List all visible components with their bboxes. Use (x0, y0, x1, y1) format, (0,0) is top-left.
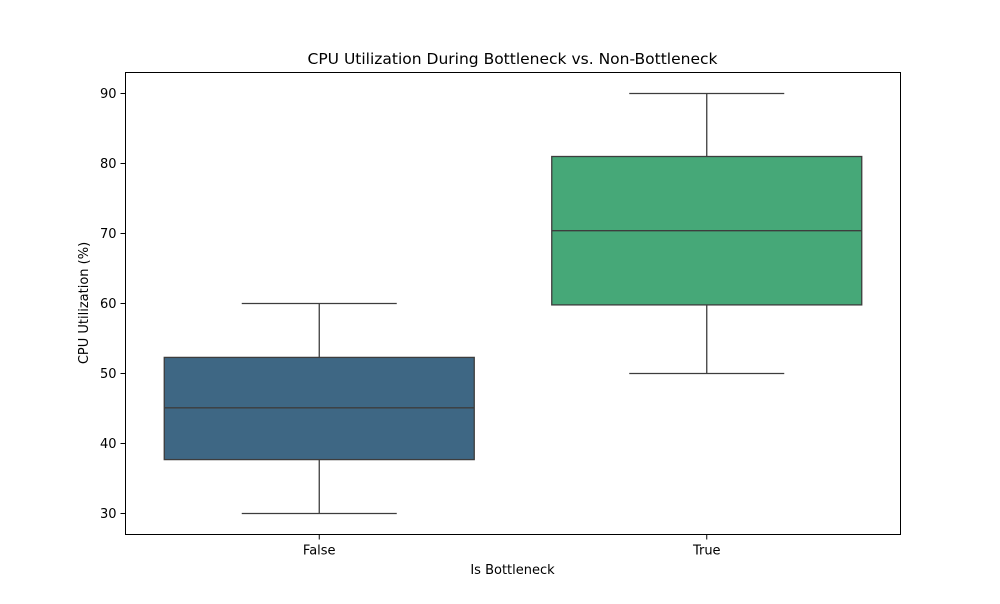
plot-layer: 30 40 50 60 70 80 90 False True (100, 87, 863, 559)
y-tick-label: 50 (100, 367, 117, 382)
y-tick-label: 70 (100, 227, 117, 242)
y-tick-label: 60 (100, 297, 117, 312)
x-tick-label: False (303, 544, 336, 559)
x-tick-label: True (692, 544, 721, 559)
x-axis-label: Is Bottleneck (470, 563, 555, 578)
chart-title: CPU Utilization During Bottleneck vs. No… (308, 50, 718, 68)
plot-frame (125, 72, 901, 535)
box-false (163, 356, 475, 461)
y-tick-label: 80 (100, 157, 117, 172)
y-tick-label: 90 (100, 87, 117, 102)
y-tick-label: 40 (100, 437, 117, 452)
y-axis-label: CPU Utilization (%) (77, 242, 92, 364)
y-tick-label: 30 (100, 507, 117, 522)
